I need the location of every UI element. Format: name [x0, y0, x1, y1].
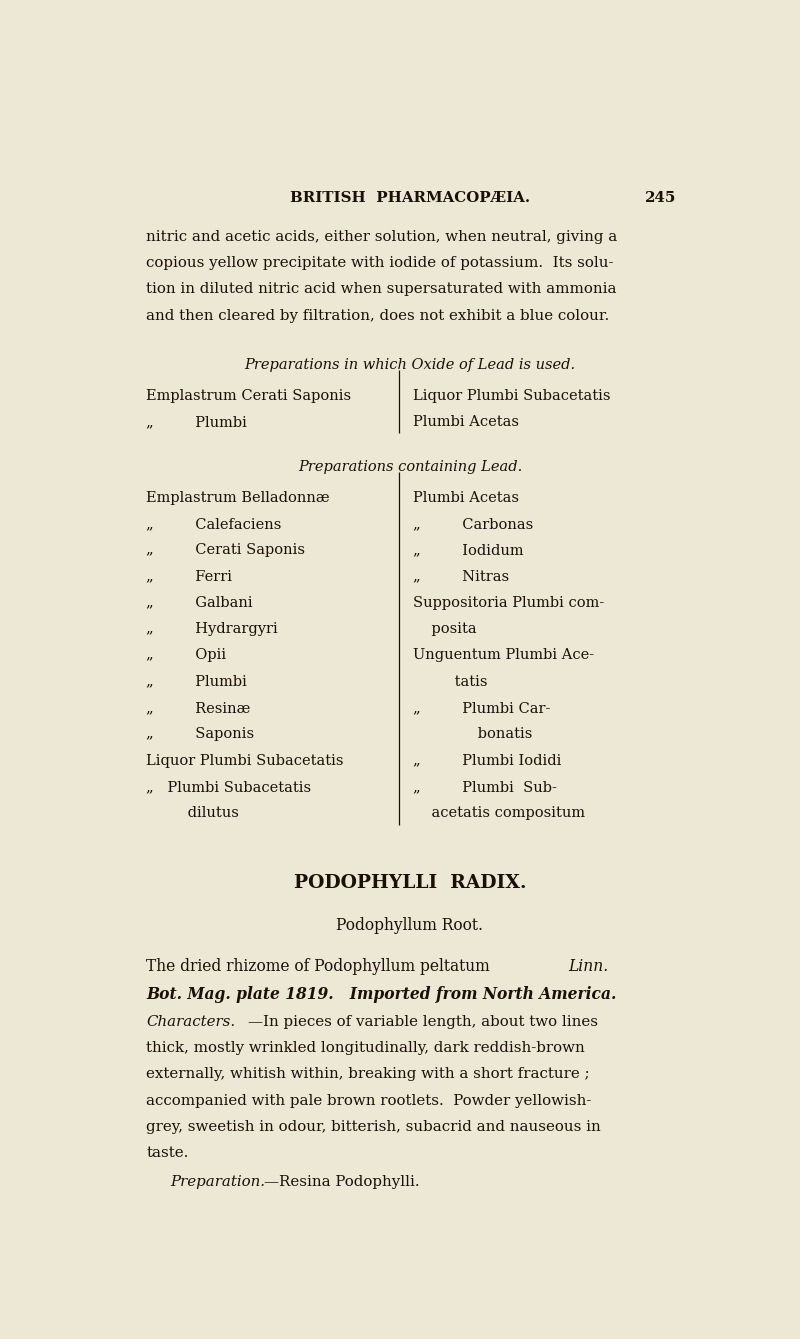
Text: nitric and acetic acids, either solution, when neutral, giving a: nitric and acetic acids, either solution…: [146, 230, 618, 244]
Text: externally, whitish within, breaking with a short fracture ;: externally, whitish within, breaking wit…: [146, 1067, 590, 1082]
Text: 245: 245: [646, 190, 677, 205]
Text: —In pieces of variable length, about two lines: —In pieces of variable length, about two…: [247, 1015, 598, 1028]
Text: Unguentum Plumbi Ace-: Unguentum Plumbi Ace-: [413, 648, 594, 663]
Text: Podophyllum Root.: Podophyllum Root.: [337, 917, 483, 933]
Text: Linn.: Linn.: [568, 959, 608, 975]
Text: bonatis: bonatis: [413, 727, 533, 742]
Text: „         Galbani: „ Galbani: [146, 596, 253, 609]
Text: copious yellow precipitate with iodide of potassium.  Its solu-: copious yellow precipitate with iodide o…: [146, 256, 614, 270]
Text: Preparation.: Preparation.: [170, 1174, 265, 1189]
Text: taste.: taste.: [146, 1146, 189, 1160]
Text: „         Hydrargyri: „ Hydrargyri: [146, 623, 278, 636]
Text: PODOPHYLLI  RADIX.: PODOPHYLLI RADIX.: [294, 873, 526, 892]
Text: „         Nitras: „ Nitras: [413, 569, 510, 584]
Text: „         Plumbi  Sub-: „ Plumbi Sub-: [413, 779, 557, 794]
Text: Preparations in which Oxide of Lead is used.: Preparations in which Oxide of Lead is u…: [245, 358, 575, 372]
Text: —Resina Podophylli.: —Resina Podophylli.: [264, 1174, 420, 1189]
Text: Bot. Mag. plate 1819.   Imported from North America.: Bot. Mag. plate 1819. Imported from Nort…: [146, 986, 617, 1003]
Text: The dried rhizome of Podophyllum peltatum: The dried rhizome of Podophyllum peltatu…: [146, 959, 495, 975]
Text: „         Saponis: „ Saponis: [146, 727, 254, 742]
Text: Preparations containing Lead.: Preparations containing Lead.: [298, 459, 522, 474]
Text: „         Plumbi: „ Plumbi: [146, 415, 247, 428]
Text: „         Ferri: „ Ferri: [146, 569, 233, 584]
Text: „         Calefaciens: „ Calefaciens: [146, 517, 282, 530]
Text: posita: posita: [413, 623, 477, 636]
Text: „         Resinæ: „ Resinæ: [146, 700, 251, 715]
Text: „         Plumbi Iodidi: „ Plumbi Iodidi: [413, 754, 562, 767]
Text: dilutus: dilutus: [146, 806, 239, 819]
Text: BRITISH  PHARMACOPÆIA.: BRITISH PHARMACOPÆIA.: [290, 190, 530, 205]
Text: „         Plumbi Car-: „ Plumbi Car-: [413, 700, 550, 715]
Text: Plumbi Acetas: Plumbi Acetas: [413, 490, 519, 505]
Text: Characters.: Characters.: [146, 1015, 236, 1028]
Text: Emplastrum Cerati Saponis: Emplastrum Cerati Saponis: [146, 388, 352, 403]
Text: Plumbi Acetas: Plumbi Acetas: [413, 415, 519, 428]
Text: „         Carbonas: „ Carbonas: [413, 517, 534, 530]
Text: Liquor Plumbi Subacetatis: Liquor Plumbi Subacetatis: [146, 754, 344, 767]
Text: „         Opii: „ Opii: [146, 648, 226, 663]
Text: Emplastrum Belladonnæ: Emplastrum Belladonnæ: [146, 490, 330, 505]
Text: and then cleared by filtration, does not exhibit a blue colour.: and then cleared by filtration, does not…: [146, 308, 610, 323]
Text: „         Plumbi: „ Plumbi: [146, 675, 247, 688]
Text: acetatis compositum: acetatis compositum: [413, 806, 586, 819]
Text: Suppositoria Plumbi com-: Suppositoria Plumbi com-: [413, 596, 604, 609]
Text: tion in diluted nitric acid when supersaturated with ammonia: tion in diluted nitric acid when supersa…: [146, 283, 617, 296]
Text: „         Cerati Saponis: „ Cerati Saponis: [146, 544, 306, 557]
Text: accompanied with pale brown rootlets.  Powder yellowish-: accompanied with pale brown rootlets. Po…: [146, 1094, 592, 1107]
Text: grey, sweetish in odour, bitterish, subacrid and nauseous in: grey, sweetish in odour, bitterish, suba…: [146, 1119, 602, 1134]
Text: „         Iodidum: „ Iodidum: [413, 544, 524, 557]
Text: tatis: tatis: [413, 675, 488, 688]
Text: „   Plumbi Subacetatis: „ Plumbi Subacetatis: [146, 779, 312, 794]
Text: thick, mostly wrinkled longitudinally, dark reddish-brown: thick, mostly wrinkled longitudinally, d…: [146, 1040, 586, 1055]
Text: Liquor Plumbi Subacetatis: Liquor Plumbi Subacetatis: [413, 388, 610, 403]
